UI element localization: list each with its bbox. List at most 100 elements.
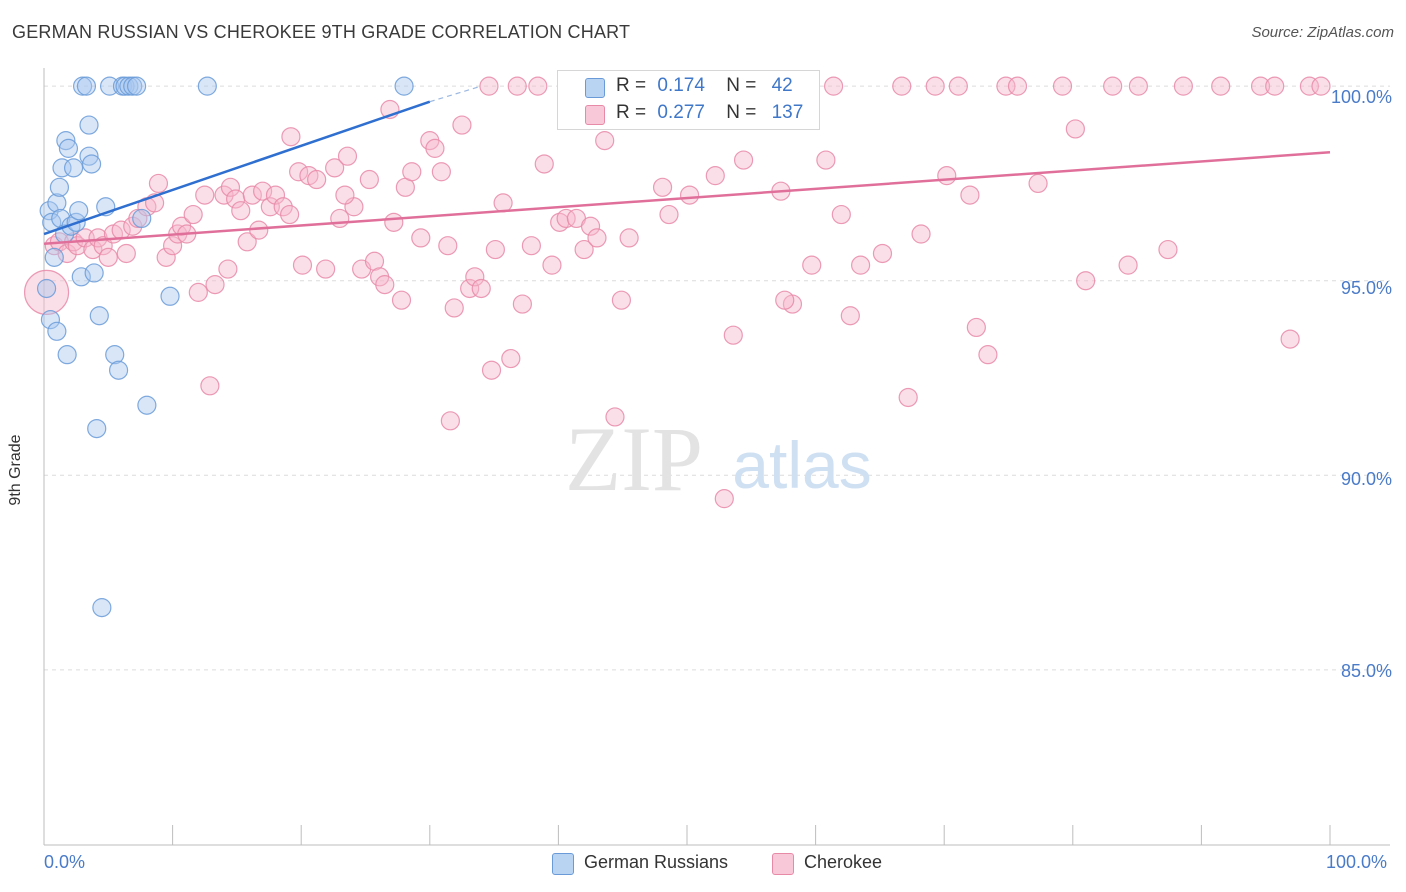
cherokee-point	[116, 243, 136, 264]
cherokee-point	[501, 348, 521, 369]
cherokee-point	[714, 489, 734, 509]
cherokee-point	[978, 345, 998, 365]
german-russian-point	[39, 201, 59, 221]
cherokee-point	[966, 317, 986, 338]
cherokee-point	[925, 76, 945, 96]
cherokee-point	[723, 325, 743, 345]
cherokee-point	[253, 181, 273, 201]
cherokee-point	[325, 158, 345, 178]
cherokee-point	[507, 76, 527, 96]
legend-label-cherokee: Cherokee	[804, 852, 883, 872]
cherokee-point	[619, 228, 639, 248]
source-label: Source: ZipAtlas.com	[1251, 24, 1394, 41]
cherokee-point	[485, 239, 505, 260]
cherokee-point	[802, 255, 822, 275]
german-russian-point	[71, 267, 91, 287]
cherokee-point	[273, 197, 293, 217]
german-russian-point	[92, 598, 112, 618]
german-russian-point	[56, 131, 76, 151]
cherokee-point	[364, 251, 385, 271]
axes	[43, 68, 1390, 846]
cherokee-point	[733, 150, 754, 170]
cherokee-point	[1065, 119, 1085, 139]
cherokee-point	[205, 275, 225, 295]
cherokee-point	[452, 115, 472, 135]
german-russian-point	[105, 345, 125, 365]
cherokee-point	[316, 259, 336, 279]
cherokee-point	[611, 290, 632, 310]
x-tick-label-max: 100.0%	[1326, 852, 1388, 872]
german-russian-point	[81, 154, 102, 174]
cherokee-point	[163, 236, 183, 256]
cherokee-point	[242, 185, 262, 205]
german-russian-point	[63, 158, 84, 178]
cherokee-point	[307, 169, 327, 190]
german-russian-point	[76, 76, 97, 96]
cherokee-point	[1007, 76, 1028, 96]
cherokee-point	[337, 146, 358, 166]
watermark: ZIP atlas	[565, 408, 872, 510]
cherokee-point	[493, 193, 513, 213]
r-label: R =	[616, 102, 647, 123]
cherokee-point	[280, 204, 300, 225]
correlation-legend: R = 0.174 N = 42 R = 0.277 N = 137	[557, 70, 820, 130]
cherokee-point	[851, 255, 871, 275]
cherokee-point	[289, 162, 309, 182]
x-tick-label-min: 0.0%	[44, 852, 86, 872]
cherokee-point	[824, 76, 844, 96]
german-russian-point	[126, 76, 147, 96]
r-value-cherokee: 0.277	[657, 102, 705, 123]
cherokee-point	[892, 76, 912, 96]
cherokee-point	[898, 387, 918, 408]
cherokee-point	[1250, 76, 1271, 96]
cherokee-point	[831, 204, 851, 225]
cherokee-point	[1211, 76, 1231, 96]
cherokee-point	[148, 173, 169, 194]
cherokee-point	[840, 306, 860, 326]
cherokee-point	[587, 228, 607, 248]
german-russian-point	[47, 193, 67, 213]
cherokee-point	[816, 150, 836, 170]
cherokee-point	[1076, 271, 1096, 291]
german-russian-point	[89, 306, 109, 326]
r-value-german-russians: 0.174	[657, 75, 705, 96]
cherokee-point	[411, 228, 431, 248]
cherokee-point	[237, 232, 257, 252]
german-russian-trend-line	[43, 100, 431, 236]
german-russian-point	[57, 345, 77, 365]
cherokee-point	[188, 282, 208, 302]
german-russian-point	[44, 247, 64, 267]
cherokee-point	[1028, 173, 1048, 194]
y-tick-label-100: 100.0%	[1330, 87, 1392, 107]
cherokee-point	[1052, 76, 1073, 96]
cherokee-point	[1311, 76, 1331, 96]
n-value-german-russians: 42	[771, 75, 793, 96]
cherokee-point	[231, 201, 251, 221]
cherokee-point	[521, 236, 541, 256]
cherokee-points	[23, 76, 1331, 509]
legend-swatch-pink	[772, 853, 794, 875]
trend-lines	[43, 85, 1331, 245]
cherokee-point	[98, 247, 118, 267]
cherokee-point	[1103, 76, 1123, 96]
watermark-atlas: atlas	[732, 428, 871, 502]
chart-title: GERMAN RUSSIAN VS CHEROKEE 9TH GRADE COR…	[12, 22, 631, 42]
cherokee-point	[440, 411, 460, 431]
cherokee-point	[460, 278, 480, 299]
cherokee-point	[444, 298, 464, 318]
series-legend: German Russians Cherokee	[0, 852, 1406, 878]
cherokee-point	[528, 76, 548, 96]
cherokee-point	[335, 185, 355, 205]
cherokee-point	[265, 185, 286, 205]
cherokee-point	[402, 162, 422, 182]
cherokee-point	[200, 376, 220, 396]
german-russian-trend-extension	[429, 85, 482, 103]
cherokee-point	[960, 185, 980, 205]
german-russian-point	[52, 158, 72, 178]
cherokee-point	[580, 216, 601, 236]
cherokee-point	[1280, 329, 1300, 349]
y-tick-label-95: 95.0%	[1340, 278, 1392, 298]
cherokee-point	[195, 185, 215, 205]
cherokee-point	[534, 154, 554, 174]
